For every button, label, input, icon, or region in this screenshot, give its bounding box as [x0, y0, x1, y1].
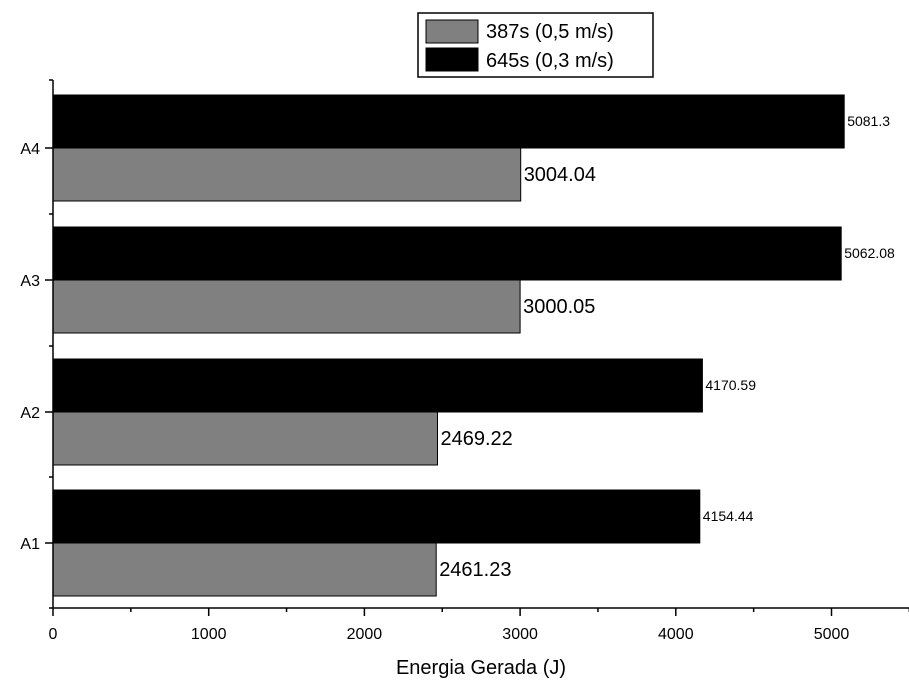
bar-A1-series-2 [52, 489, 701, 544]
bar-A2-series-1 [52, 411, 438, 466]
y-tick-label-A4: A4 [20, 141, 40, 158]
legend: 387s (0,5 m/s) 645s (0,3 m/s) [417, 12, 654, 78]
legend-swatch-series-1 [425, 19, 479, 44]
y-ticks-group: A1 A2 A3 A4 [20, 79, 53, 609]
data-labels-group: 2461.23 2469.22 3000.05 3004.04 4154.44 4170.… [439, 113, 895, 581]
legend-label-series-1: 387s (0,5 m/s) [486, 21, 614, 43]
data-label-A3-series-1: 3000.05 [523, 296, 595, 318]
x-tick-label-0: 0 [49, 626, 58, 643]
data-label-A4-series-2: 5081.3 [847, 113, 890, 129]
x-tick-label-1000: 1000 [191, 626, 227, 643]
data-label-A4-series-1: 3004.04 [524, 164, 596, 186]
bar-A2-series-2 [52, 358, 703, 413]
data-label-A1-series-2: 4154.44 [703, 508, 754, 524]
x-axis-title: Energia Gerada (J) [396, 657, 566, 679]
y-tick-label-A1: A1 [20, 536, 40, 553]
data-label-A2-series-1: 2469.22 [441, 428, 513, 450]
x-tick-label-3000: 3000 [502, 626, 538, 643]
x-ticks-group: 0 1000 2000 3000 4000 5000 [49, 608, 909, 643]
y-tick-label-A2: A2 [20, 405, 40, 422]
data-label-A3-series-2: 5062.08 [844, 245, 895, 261]
legend-label-series-2: 645s (0,3 m/s) [486, 50, 614, 72]
bar-A3-series-2 [52, 226, 842, 281]
bar-A4-series-1 [52, 147, 522, 202]
x-tick-label-2000: 2000 [347, 626, 383, 643]
bar-A4-series-2 [52, 94, 845, 149]
x-tick-label-4000: 4000 [658, 626, 694, 643]
data-label-A2-series-2: 4170.59 [705, 377, 756, 393]
legend-swatch-series-2 [425, 47, 479, 72]
bar-A1-series-1 [52, 542, 437, 597]
x-tick-label-5000: 5000 [814, 626, 850, 643]
y-tick-label-A3: A3 [20, 273, 40, 290]
bar-A3-series-1 [52, 279, 521, 334]
data-label-A1-series-1: 2461.23 [439, 559, 511, 581]
bars-group [52, 94, 845, 597]
axes-group [52, 80, 909, 609]
